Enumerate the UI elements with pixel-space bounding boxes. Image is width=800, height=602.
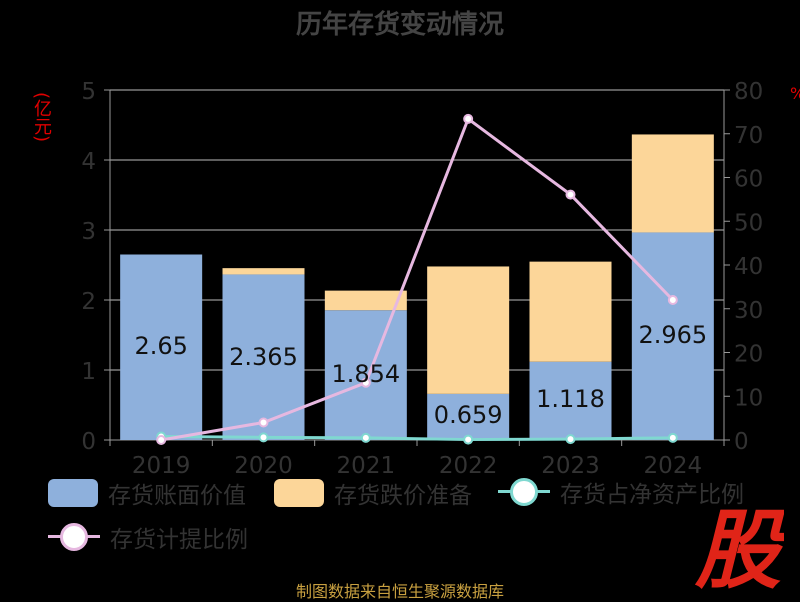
legend-label-impairment: 存货跌价准备 (334, 483, 472, 509)
y-axis-right-label: % (790, 84, 800, 103)
bar-impairment (529, 261, 612, 362)
point-provision-ratio (463, 113, 474, 124)
y-axis-left-label: (亿元) (31, 92, 52, 143)
bar-book-value (120, 254, 203, 440)
bar-book-value (631, 232, 714, 440)
bar-book-value (529, 361, 612, 440)
y-left-tick-label: 1 (81, 359, 96, 385)
point-net-asset-ratio (360, 432, 371, 443)
point-provision-ratio (258, 417, 269, 428)
footer-source: 制图数据来自恒生聚源数据库 (295, 582, 504, 601)
bar-impairment (324, 290, 407, 311)
bar-book-value (324, 310, 407, 440)
y-left-tick-label: 4 (81, 149, 96, 175)
bar-data-label: 2.965 (638, 321, 707, 349)
y-right-tick-label: 70 (734, 123, 763, 149)
point-net-asset-ratio (667, 432, 678, 443)
point-net-asset-ratio (565, 434, 576, 445)
bar-data-label: 1.118 (536, 385, 605, 413)
y-right-tick-label: 10 (734, 385, 763, 411)
x-tick-label: 2019 (132, 453, 191, 479)
legend-label-provision-ratio: 存货计提比例 (110, 527, 248, 553)
point-provision-ratio (156, 435, 167, 445)
logo-glyph: 股 (694, 501, 784, 592)
bar-impairment (427, 266, 510, 394)
legend-label-net-asset-ratio: 存货占净资产比例 (560, 482, 744, 508)
x-tick-label: 2023 (541, 453, 600, 479)
legend-swatch-provision-ratio (48, 522, 100, 552)
y-right-tick-label: 0 (734, 429, 749, 455)
legend-item-impairment[interactable]: 存货跌价准备 (274, 476, 472, 510)
point-provision-ratio (360, 377, 371, 388)
y-right-tick-label: 80 (734, 79, 763, 105)
point-provision-ratio (565, 189, 576, 200)
legend-swatch-net-asset-ratio (498, 477, 550, 507)
x-tick-label: 2021 (337, 453, 396, 479)
line-net-asset-ratio (161, 435, 673, 442)
x-tick-label: 2020 (234, 453, 293, 479)
bar-impairment (631, 134, 714, 233)
line-provision-ratio (160, 116, 674, 442)
point-net-asset-ratio (463, 434, 474, 445)
y-left-tick-label: 0 (81, 429, 96, 455)
bar-data-label: 1.854 (331, 360, 400, 388)
y-right-tick-label: 60 (734, 167, 763, 193)
y-right-tick-label: 40 (734, 254, 763, 280)
legend-item-net-asset-ratio[interactable]: 存货占净资产比例 (498, 475, 744, 509)
y-right-tick-label: 50 (734, 210, 763, 236)
x-tick-label: 2024 (644, 453, 703, 479)
bar-data-label: 0.659 (434, 401, 503, 429)
point-net-asset-ratio (258, 432, 269, 443)
legend-swatch-book-value (48, 479, 98, 507)
x-tick-label: 2022 (439, 453, 498, 479)
legend-item-book-value[interactable]: 存货账面价值 (48, 476, 246, 510)
bar-book-value (427, 393, 510, 440)
bar-impairment (222, 268, 305, 275)
y-right-tick-label: 30 (734, 298, 763, 324)
legend-label-book-value: 存货账面价值 (108, 483, 246, 509)
y-left-tick-label: 3 (81, 219, 96, 245)
bar-data-label: 2.365 (229, 343, 298, 371)
stock-logo: 股 (694, 501, 784, 592)
bar-data-label: 2.65 (134, 332, 187, 360)
point-provision-ratio (667, 295, 678, 305)
y-right-tick-label: 20 (734, 342, 763, 368)
y-left-tick-label: 2 (81, 289, 96, 315)
legend-item-provision-ratio[interactable]: 存货计提比例 (48, 520, 248, 554)
legend-swatch-impairment (274, 479, 324, 507)
y-left-tick-label: 5 (81, 79, 96, 105)
chart-title: 历年存货变动情况 (295, 10, 504, 40)
